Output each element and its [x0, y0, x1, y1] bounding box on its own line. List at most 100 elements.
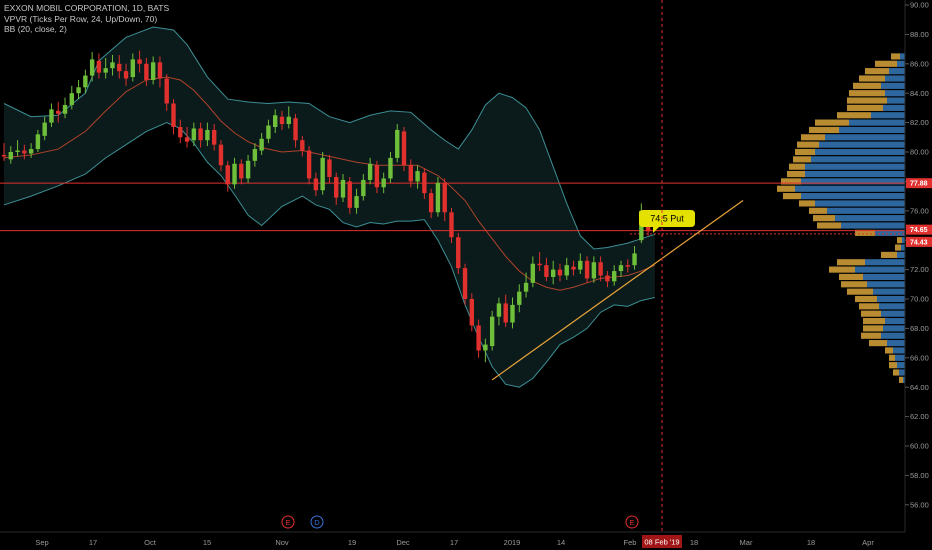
vpvr-up-bar	[827, 207, 905, 214]
candle-body	[395, 129, 400, 158]
candle-body	[530, 263, 536, 283]
candle-body	[625, 265, 630, 267]
x-tick-label: Sep	[35, 538, 48, 547]
vpvr-down-bar	[881, 251, 897, 258]
vpvr-up-bar	[903, 376, 905, 383]
candle-body	[415, 171, 420, 182]
volume-profile	[777, 53, 905, 383]
x-tick-label: Nov	[275, 538, 289, 547]
callout-layer[interactable]: 74.5 Put	[639, 210, 695, 233]
vpvr-up-bar	[877, 295, 905, 303]
candle-body	[279, 116, 285, 125]
callout-text: 74.5 Put	[650, 214, 684, 224]
price-tag-label: 77.88	[910, 181, 928, 188]
vpvr-down-bar	[899, 376, 903, 383]
candle-body	[252, 149, 258, 161]
vpvr-down-bar	[889, 362, 897, 369]
candle-body	[340, 179, 346, 198]
x-tick-label: Mar	[740, 538, 753, 547]
vpvr-down-bar	[781, 178, 801, 185]
y-tick-label: 60.00	[910, 442, 929, 451]
candle-body	[211, 129, 217, 145]
vpvr-up-bar	[881, 332, 905, 339]
candle-body	[103, 68, 108, 73]
candle-body	[327, 159, 332, 177]
vpvr-down-bar	[787, 170, 805, 178]
ascending-trendline	[491, 200, 744, 381]
candle-body	[273, 115, 278, 128]
crosshair-date-label: 08 Feb '19	[644, 538, 679, 547]
candle-body	[96, 60, 102, 73]
candle-body	[510, 304, 515, 323]
vpvr-up-bar	[900, 53, 905, 60]
vpvr-up-bar	[819, 141, 905, 148]
candle-body	[150, 62, 156, 80]
candle-body	[428, 193, 434, 213]
legend-vpvr[interactable]: VPVR (Ticks Per Row, 24, Up/Down, 70)	[4, 13, 158, 24]
y-tick-label: 84.00	[910, 89, 929, 98]
vpvr-up-bar	[887, 340, 905, 347]
candle-body	[130, 59, 136, 78]
candle-body	[422, 172, 427, 194]
candle-body	[544, 265, 549, 277]
candle-body	[381, 178, 386, 188]
candle-body	[320, 157, 325, 191]
vpvr-down-bar	[855, 295, 877, 303]
y-tick-label: 82.00	[910, 118, 929, 127]
candle-body	[164, 78, 169, 104]
event-label: E	[629, 518, 634, 527]
candle-body	[612, 271, 617, 282]
vpvr-up-bar	[801, 193, 905, 200]
vpvr-up-bar	[855, 266, 905, 273]
candle-body	[442, 182, 447, 213]
candle-body	[354, 196, 359, 208]
event-label: E	[285, 518, 290, 527]
x-tick-label: 18	[690, 538, 698, 547]
vpvr-up-bar	[887, 97, 905, 104]
x-tick-label: Oct	[144, 538, 157, 547]
vpvr-down-bar	[861, 332, 881, 339]
vpvr-down-bar	[809, 126, 839, 134]
price-tag-label: 74.43	[910, 239, 928, 246]
candle-body	[56, 110, 61, 114]
vpvr-down-bar	[813, 215, 835, 222]
vpvr-up-bar	[893, 347, 905, 354]
chart-legend: EXXON MOBIL CORPORATION, 1D, BATS VPVR (…	[4, 3, 169, 35]
vpvr-down-bar	[869, 340, 887, 347]
legend-symbol[interactable]: EXXON MOBIL CORPORATION, 1D, BATS	[4, 3, 170, 13]
legend-bb[interactable]: BB (20, close, 2)	[4, 24, 67, 34]
candle-body	[408, 165, 413, 182]
candle-body	[517, 291, 522, 305]
y-tick-label: 66.00	[910, 353, 929, 362]
vpvr-down-bar	[793, 156, 811, 163]
vpvr-up-bar	[889, 68, 905, 75]
vpvr-up-bar	[839, 126, 905, 134]
candle-body	[523, 282, 529, 292]
vpvr-down-bar	[837, 259, 865, 266]
vpvr-up-bar	[815, 148, 905, 156]
vpvr-up-bar	[873, 288, 905, 295]
vpvr-up-bar	[795, 185, 905, 192]
trendline-layer[interactable]	[491, 200, 744, 381]
y-tick-label: 58.00	[910, 471, 929, 480]
vpvr-up-bar	[901, 244, 905, 251]
y-tick-label: 86.00	[910, 59, 929, 68]
vpvr-down-bar	[859, 75, 885, 82]
vpvr-down-bar	[847, 97, 887, 104]
candle-body	[496, 303, 502, 317]
vpvr-down-bar	[829, 266, 855, 273]
candle-body	[598, 262, 603, 276]
vpvr-up-bar	[811, 156, 905, 163]
candle-body	[15, 150, 20, 152]
vpvr-up-bar	[871, 112, 905, 119]
crosshair-date-box	[642, 535, 682, 548]
vpvr-up-bar	[825, 134, 905, 141]
vpvr-up-bar	[899, 369, 905, 376]
y-tick-label: 68.00	[910, 324, 929, 333]
candle-body	[293, 118, 298, 141]
price-tag	[906, 236, 932, 247]
vpvr-up-bar	[895, 354, 905, 361]
bollinger-bands	[3, 26, 656, 388]
